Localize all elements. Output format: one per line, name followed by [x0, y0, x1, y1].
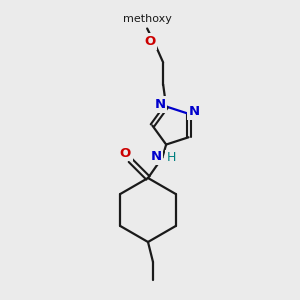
Text: O: O [120, 147, 131, 160]
Text: N: N [189, 105, 200, 118]
Text: N: N [154, 98, 166, 111]
Text: methoxy: methoxy [123, 14, 172, 23]
Text: H: H [167, 151, 176, 164]
Text: O: O [145, 35, 156, 48]
Text: N: N [151, 150, 162, 163]
